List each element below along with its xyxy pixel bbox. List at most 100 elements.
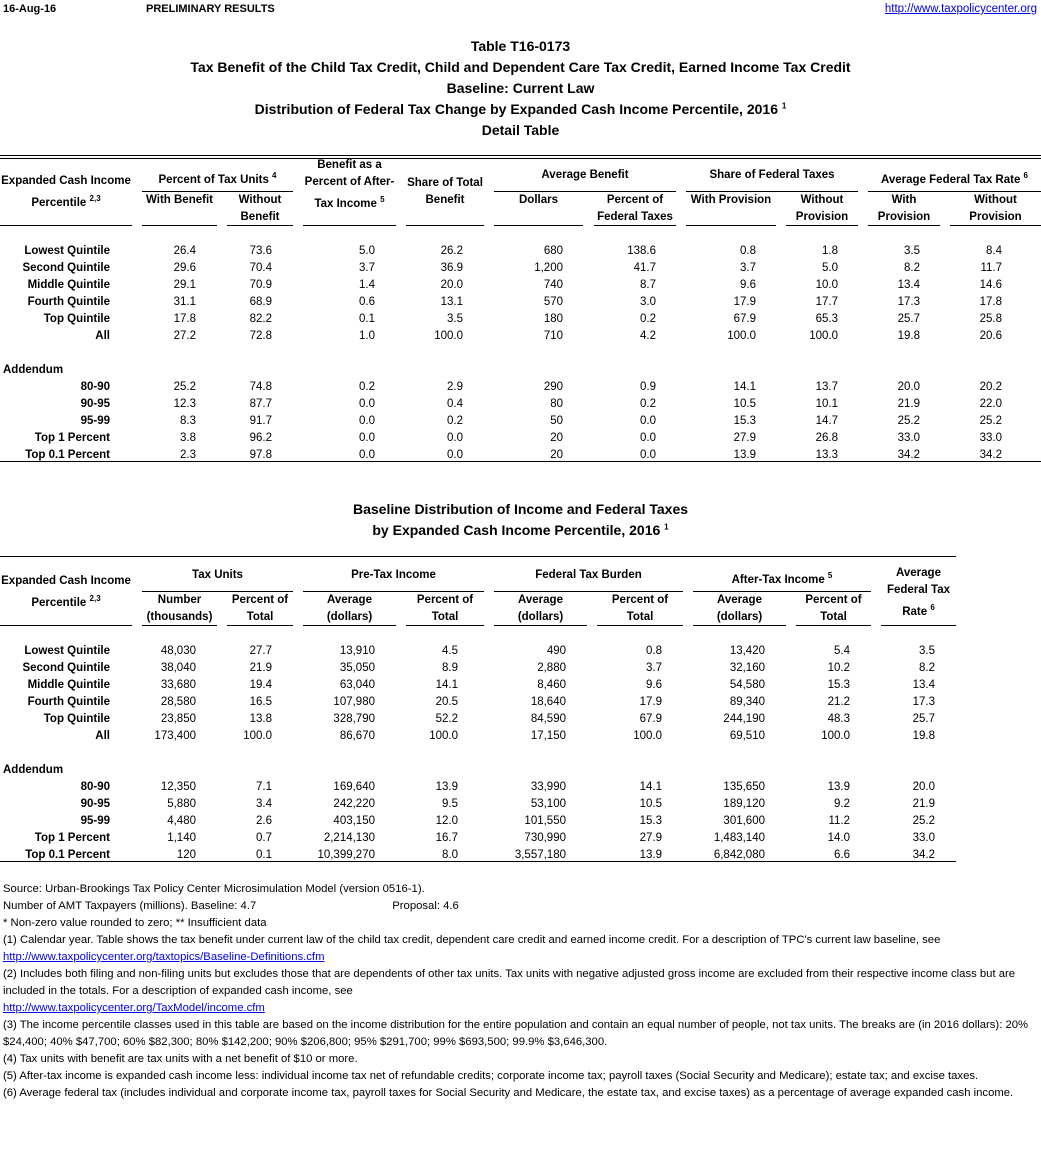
table-cell: 9.6 (646, 679, 662, 691)
table-cell: 0.2 (447, 415, 463, 427)
group-underline (693, 591, 871, 592)
table-cell: 23,850 (160, 713, 196, 725)
table-cell: 14.0 (827, 832, 850, 844)
table-cell: 101,550 (524, 815, 566, 827)
table-cell: 48,030 (160, 645, 196, 657)
table-cell: 14.1 (733, 381, 756, 393)
table-cell: 16.7 (435, 832, 458, 844)
table-cell: 33,680 (160, 679, 196, 691)
header-text: Percentile 2,3 (31, 194, 101, 209)
table-cell: 0.0 (359, 398, 375, 410)
table-cell: 3.7 (359, 262, 375, 274)
table-cell: 0.9 (640, 381, 656, 393)
table-cell: 1.0 (359, 330, 375, 342)
table-bottom-rule (0, 461, 1041, 462)
table-cell: 12.0 (435, 815, 458, 827)
table-cell: 18,640 (530, 696, 566, 708)
footnote-ref: 4 (272, 171, 277, 180)
table-cell: 0.2 (640, 313, 656, 325)
table-cell: 27.2 (173, 330, 196, 342)
footnote-ref: 5 (380, 195, 385, 204)
table-cell: 34.2 (912, 849, 935, 861)
table-cell: 13.9 (435, 781, 458, 793)
table-cell: 2.9 (447, 381, 463, 393)
table-cell: 328,790 (333, 713, 375, 725)
column-group-header: Benefit as a Percent of After-Tax Income… (303, 157, 396, 213)
table-cell: 100.0 (633, 730, 662, 742)
table-cell: 12,350 (160, 781, 196, 793)
table-cell: 290 (543, 381, 563, 393)
table-cell: 13,420 (729, 645, 765, 657)
row-label: Top Quintile (43, 313, 110, 325)
table-cell: 3.5 (919, 645, 935, 657)
table-cell: 10.5 (639, 798, 662, 810)
column-group-header: Tax Units (142, 567, 293, 584)
table-cell: 13.9 (639, 849, 662, 861)
header-text: Expanded Cash Income (1, 575, 131, 587)
table-cell: 0.0 (640, 449, 656, 461)
table-cell: 33.0 (897, 432, 920, 444)
header-underline (494, 625, 587, 626)
table-cell: 3.7 (740, 262, 756, 274)
column-group-header: Average Federal Tax Rate 6 (881, 565, 956, 621)
column-header: Without Provision (786, 192, 858, 226)
header-underline (142, 225, 217, 226)
table-cell: 15.3 (733, 415, 756, 427)
table-cell: 17.9 (733, 296, 756, 308)
table-cell: 11.7 (980, 262, 1002, 274)
column-header: Without Provision (950, 192, 1041, 226)
table-cell: 36.9 (440, 262, 463, 274)
table-cell: 0.0 (359, 432, 375, 444)
header-text: Expanded Cash Income (1, 175, 131, 187)
table-cell: 48.3 (827, 713, 850, 725)
column-header: Number (thousands) (142, 592, 217, 626)
table-cell: 0.1 (256, 849, 272, 861)
table-cell: 86,670 (339, 730, 375, 742)
header-underline (686, 225, 776, 226)
table-cell: 35,050 (339, 662, 375, 674)
group-underline (142, 591, 293, 592)
report-date: 16-Aug-16 (3, 3, 57, 15)
tpc-link[interactable]: http://www.taxpolicycenter.org (884, 3, 1037, 15)
table-cell: 25.8 (979, 313, 1002, 325)
table-cell: 20.0 (897, 381, 920, 393)
header-text: Without Benefit (238, 194, 282, 223)
header-text: Without Provision (969, 194, 1022, 223)
header-text: Average Benefit (541, 169, 629, 181)
footnote-6: (6) Average federal tax (includes indivi… (3, 1087, 1014, 1099)
column-group-header: Average Federal Tax Rate 6 (868, 167, 1041, 189)
column-header: Percent of Total (406, 592, 484, 626)
header-text: Average (dollars) (517, 594, 564, 623)
header-text: With Provision (877, 194, 931, 223)
table-cell: 4.2 (640, 330, 656, 342)
source-note: Source: Urban-Brookings Tax Policy Cente… (3, 883, 425, 895)
table-cell: 9.2 (834, 798, 850, 810)
table-cell: 13.4 (897, 279, 920, 291)
table-cell: 70.4 (249, 262, 272, 274)
table-cell: 1,200 (534, 262, 563, 274)
baseline-definitions-link[interactable]: http://www.taxpolicycenter.org/taxtopics… (3, 951, 325, 963)
table-cell: 19.8 (912, 730, 935, 742)
table-cell: 0.2 (359, 381, 375, 393)
header-text: After-Tax Income (731, 573, 825, 586)
table-cell: 17.3 (897, 296, 920, 308)
table-cell: 0.6 (359, 296, 375, 308)
income-definition-link[interactable]: http://www.taxpolicycenter.org/TaxModel/… (3, 1002, 265, 1014)
table-cell: 5.0 (822, 262, 838, 274)
row-label: Lowest Quintile (24, 645, 110, 657)
table-cell: 242,220 (333, 798, 375, 810)
header-text: Number (thousands) (146, 594, 213, 623)
table-cell: 20.0 (912, 781, 935, 793)
table-cell: 8.0 (442, 849, 458, 861)
footnote-5: (5) After-tax income is expanded cash in… (3, 1070, 979, 1082)
table-cell: 34.2 (897, 449, 920, 461)
column-header: With Provision (686, 192, 776, 209)
column-header: Dollars (494, 192, 583, 209)
column-group-header: Federal Tax Burden (494, 567, 683, 584)
header-text: Dollars (519, 194, 558, 206)
row-label: Fourth Quintile (27, 296, 110, 308)
table-cell: 680 (543, 245, 563, 257)
table-cell: 1,140 (167, 832, 196, 844)
header-text: Pre-Tax Income (351, 569, 436, 581)
footnote-ref: 6 (1023, 171, 1028, 180)
